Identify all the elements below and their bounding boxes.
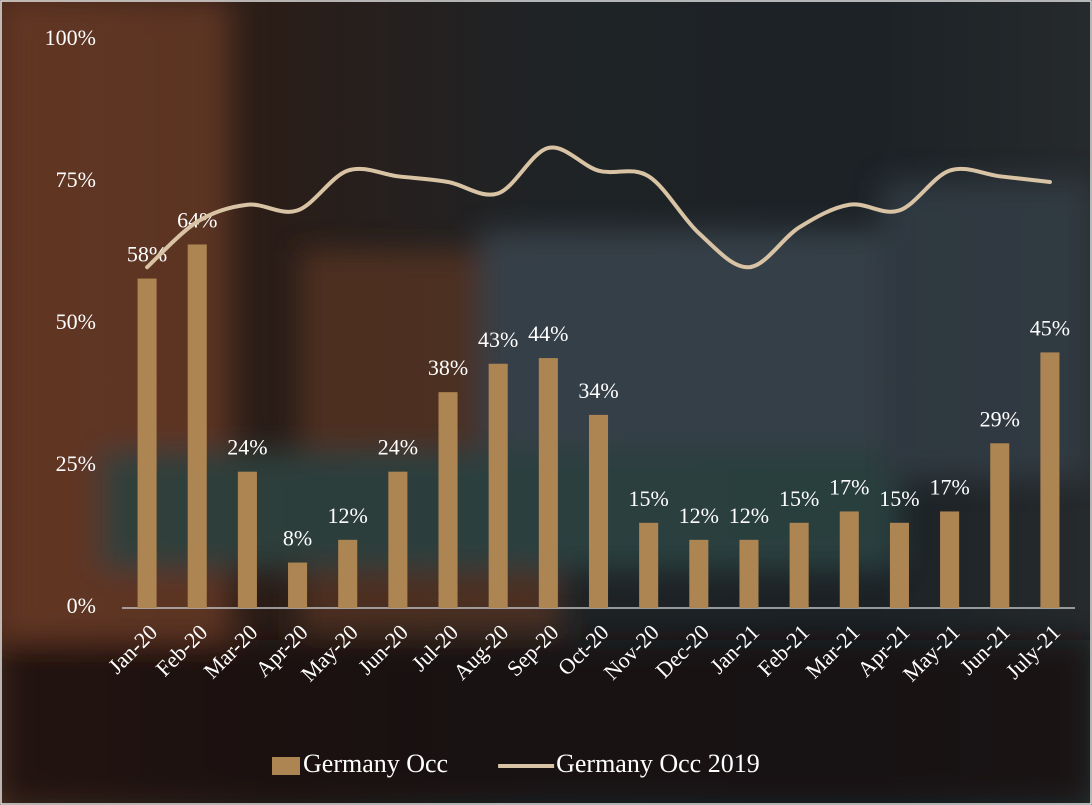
data-label: 38% [428, 355, 468, 380]
data-label: 8% [283, 526, 312, 551]
legend-label: Germany Occ [303, 749, 448, 778]
bar [538, 358, 558, 608]
bar [388, 471, 408, 608]
legend-label: Germany Occ 2019 [556, 749, 760, 778]
bar [438, 392, 458, 608]
bar [288, 562, 308, 608]
y-tick-label: 25% [56, 451, 96, 476]
bar [789, 522, 809, 608]
bar [1040, 352, 1060, 608]
legend-swatch [272, 757, 300, 775]
data-label: 43% [478, 327, 518, 352]
data-label: 34% [578, 378, 618, 403]
bar [839, 511, 859, 608]
bar [137, 278, 157, 608]
data-label: 24% [378, 435, 418, 460]
bar [237, 471, 257, 608]
data-label: 17% [929, 474, 969, 499]
y-tick-label: 75% [56, 167, 96, 192]
bar [689, 539, 709, 608]
bar [990, 443, 1010, 608]
bar [889, 522, 909, 608]
bar [588, 414, 609, 608]
data-label: 12% [679, 503, 719, 528]
bar [187, 244, 207, 609]
y-tick-label: 100% [45, 25, 96, 50]
data-label: 15% [779, 486, 819, 511]
data-label: 24% [227, 435, 267, 460]
data-label: 45% [1030, 315, 1070, 340]
bar [739, 539, 759, 608]
bar [940, 511, 960, 608]
line [145, 145, 1052, 270]
data-label: 29% [980, 406, 1020, 431]
y-tick-label: 0% [67, 593, 96, 618]
y-tick-label: 50% [56, 309, 96, 334]
data-label: 12% [729, 503, 769, 528]
data-label: 15% [879, 486, 919, 511]
data-label: 15% [628, 486, 668, 511]
bar [488, 363, 508, 608]
data-label: 44% [528, 321, 568, 346]
data-label: 12% [328, 503, 368, 528]
bar [338, 539, 358, 608]
data-label: 17% [829, 474, 869, 499]
bar [639, 522, 659, 608]
